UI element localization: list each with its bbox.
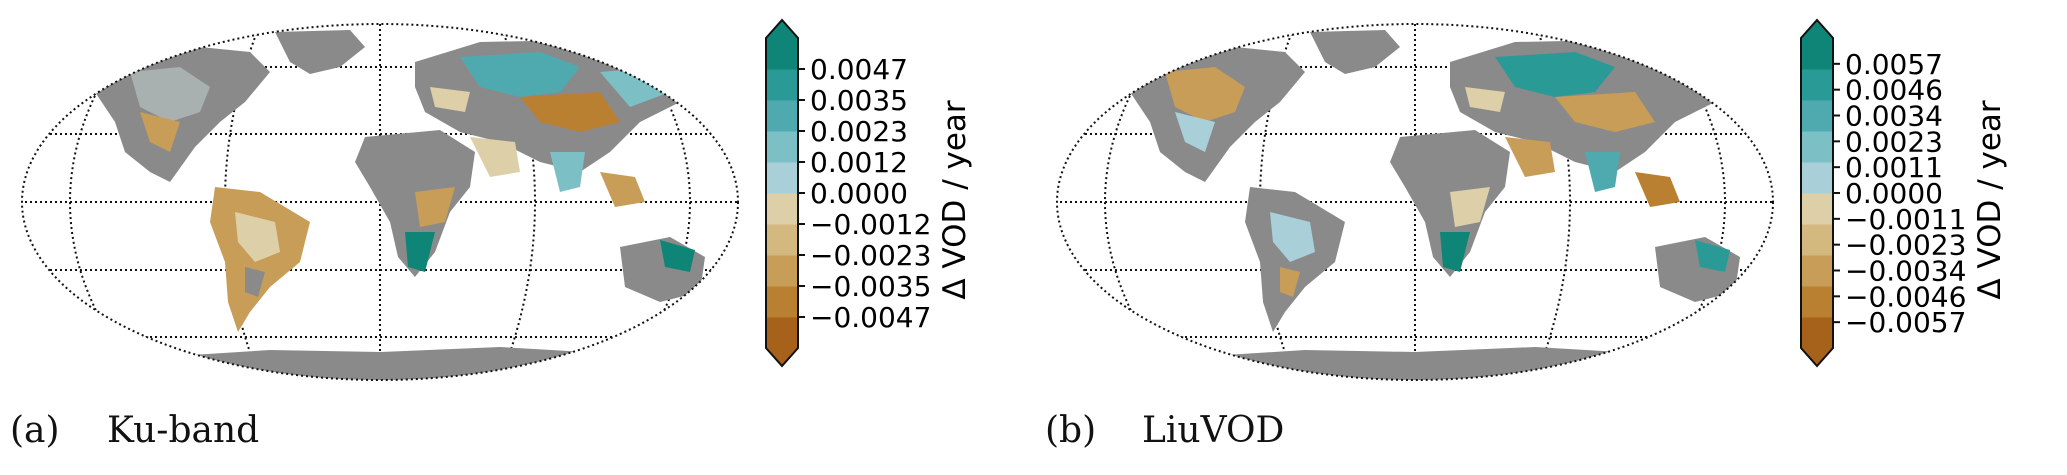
colorbar-tick-label: 0.0057 xyxy=(1845,48,1943,81)
colorbar-tick-label: −0.0011 xyxy=(1845,203,1966,236)
colorbar-segment xyxy=(1801,224,1833,256)
colorbar-tick-label: −0.0047 xyxy=(810,301,931,334)
colorbar-segment xyxy=(766,69,798,101)
colorbar-extend-min xyxy=(1801,348,1833,366)
colorbar-tick-label: 0.0035 xyxy=(810,84,908,117)
panel-liuvod: 0.0057 0.0046 0.0034 0.0023 0.0011 0.0000 −0.0… xyxy=(1035,0,2065,475)
colorbar-segment xyxy=(1801,193,1833,225)
colorbar-label: Δ VOD / year xyxy=(937,100,973,300)
panel-letter: (a) xyxy=(10,410,60,451)
colorbar-tick-label: 0.0023 xyxy=(1845,125,1943,158)
colorbar: 0.00570.00460.00340.00230.00110.0000−0.0… xyxy=(1800,18,1966,368)
colorbar-tick-label: 0.0047 xyxy=(810,53,908,86)
colorbar-tick-label: −0.0034 xyxy=(1845,255,1966,288)
colorbar-tick-label: −0.0035 xyxy=(810,270,931,303)
colorbar-segment xyxy=(766,38,798,70)
colorbar-segment xyxy=(1801,38,1833,70)
map-border xyxy=(1056,23,1774,381)
panel-title: LiuVOD xyxy=(1142,410,1285,451)
colorbar-segment xyxy=(766,100,798,132)
colorbar-segment xyxy=(1801,286,1833,318)
colorbar-tick-label: −0.0057 xyxy=(1845,306,1966,339)
panel-title: Ku-band xyxy=(107,410,260,451)
colorbar-extend-max xyxy=(1801,20,1833,38)
colorbar-label: Δ VOD / year xyxy=(1972,100,2008,300)
colorbar: 0.00470.00350.00230.00120.0000−0.0012−0.… xyxy=(765,18,931,368)
colorbar-segment xyxy=(1801,100,1833,132)
colorbar-tick-label: 0.0012 xyxy=(810,146,908,179)
colorbar-extend-min xyxy=(766,348,798,366)
colorbar-extend-max xyxy=(766,20,798,38)
world-map xyxy=(1056,23,1774,381)
land-masses xyxy=(1125,30,1745,380)
colorbar-segment xyxy=(766,224,798,256)
colorbar-outline xyxy=(765,18,799,368)
map-border xyxy=(21,23,739,381)
panel-ku-band: 0.0047 0.0035 0.0023 0.0012 0.0000 −0.0012 −0.… xyxy=(0,0,1030,475)
world-map xyxy=(21,23,739,381)
colorbar-segment xyxy=(766,193,798,225)
colorbar-tick-label: −0.0046 xyxy=(1845,280,1966,313)
colorbar-segment xyxy=(766,131,798,163)
colorbar-segment xyxy=(1801,162,1833,194)
colorbar-segment xyxy=(1801,131,1833,163)
colorbar-segment xyxy=(766,162,798,194)
panel-letter: (b) xyxy=(1045,410,1097,451)
colorbar-tick-label: 0.0023 xyxy=(810,115,908,148)
colorbar-tick-label: 0.0046 xyxy=(1845,74,1943,107)
colorbar-tick-label: 0.0011 xyxy=(1845,151,1943,184)
colorbar-segment xyxy=(766,317,798,349)
colorbar-outline xyxy=(1800,18,1834,368)
colorbar-segment xyxy=(1801,69,1833,101)
colorbar-segment xyxy=(1801,317,1833,349)
colorbar-tick-label: 0.0034 xyxy=(1845,100,1943,133)
colorbar-tick-label: 0.0000 xyxy=(810,177,908,210)
colorbar-tick-label: −0.0023 xyxy=(1845,229,1966,262)
colorbar-tick-label: 0.0000 xyxy=(1845,177,1943,210)
colorbar-segment xyxy=(766,286,798,318)
colorbar-tick-label: −0.0012 xyxy=(810,208,931,241)
colorbar-tick-label: −0.0023 xyxy=(810,239,931,272)
colorbar-segment xyxy=(1801,255,1833,287)
colorbar-segment xyxy=(766,255,798,287)
